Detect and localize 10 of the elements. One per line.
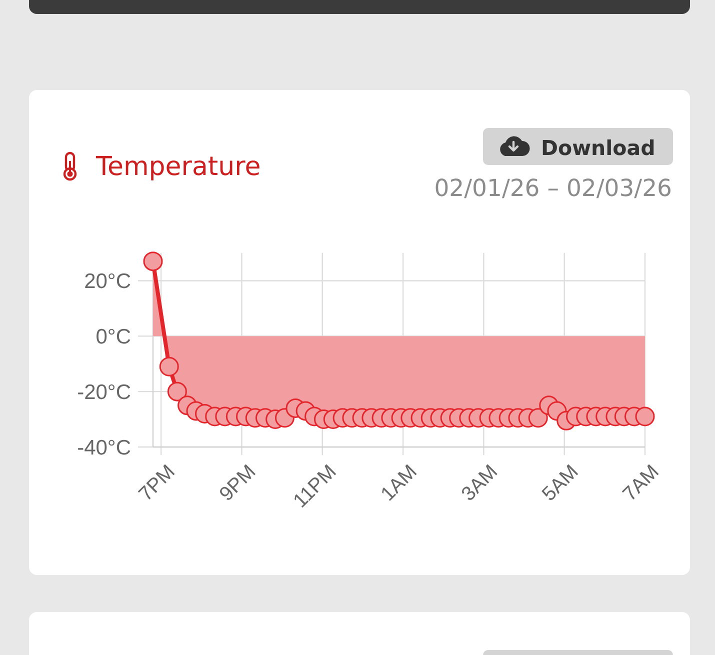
text: Download xyxy=(541,136,656,160)
chart-subtitle: 02/01/26 – 02/03/26 xyxy=(434,174,672,202)
y-tick-label: -20°C xyxy=(77,380,131,404)
point xyxy=(528,408,548,428)
y-tick-label: 20°C xyxy=(84,270,131,294)
y-tick-label: 0°C xyxy=(96,325,131,348)
y-tick-label: -40°C xyxy=(77,436,131,460)
point xyxy=(635,406,655,426)
point xyxy=(167,382,187,402)
chart-title: Temperature xyxy=(95,152,261,182)
